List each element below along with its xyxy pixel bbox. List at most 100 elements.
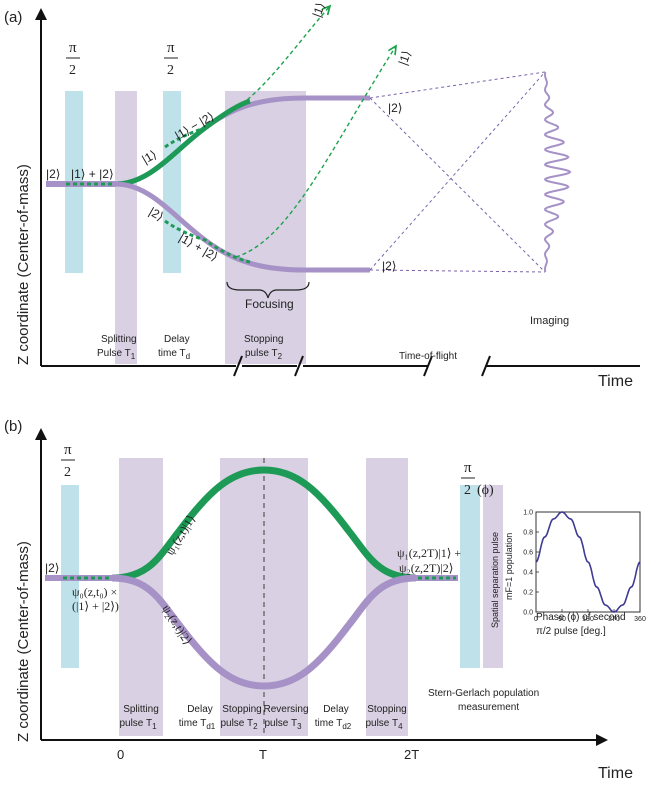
- lower-arm-b: [111, 574, 417, 690]
- psi0-line2: (|1⟩ + |2⟩): [72, 599, 119, 613]
- pi-label-b2-bottom: 2: [464, 483, 471, 498]
- psi0-line1: ψ₀(z,t₀) ×: [72, 585, 117, 599]
- pi-label-a2-top: π: [167, 40, 175, 56]
- y-axis-label-b: Z coordinate (Center-of-mass): [15, 541, 32, 742]
- pulse-label-b-4-line2: pulse T3: [264, 718, 302, 731]
- inset-ytick-label: 0.0: [523, 610, 533, 617]
- pulse-label-b-3-line2: pulse T2: [220, 718, 258, 731]
- psi2-label: ψ₂(z,t)|2⟩: [159, 602, 194, 647]
- imaging-line-3: [369, 71, 546, 271]
- inset-ytick-label: 0.2: [523, 590, 533, 597]
- tick-0: 0: [117, 747, 124, 762]
- pulse-label-b-1-line1: Splitting: [123, 704, 159, 715]
- inset-data-point: [544, 536, 546, 538]
- pulse-label-b-5-line1: Delay: [323, 704, 349, 715]
- spatial-separation-pulse: [483, 485, 503, 668]
- inset-data-point: [596, 586, 598, 588]
- pulse-label-b-4-line1: Reversing: [263, 704, 308, 715]
- tof-label: Time-of-flight: [399, 351, 457, 362]
- lower-arm-green-a: [164, 219, 251, 264]
- stopping-label-a-2: pulse T2: [245, 348, 283, 361]
- ket1-label-a: |1⟩: [140, 147, 160, 166]
- upper-arm-dash-a: [164, 126, 206, 149]
- axis-break-a2: [294, 355, 304, 377]
- stopping-pulse-a: [225, 91, 306, 364]
- tick-2T: 2T: [404, 747, 419, 762]
- axis-break-a3: [423, 355, 433, 377]
- x-axis-label-b: Time: [598, 765, 633, 782]
- stern-gerlach-label-1: Stern-Gerlach population: [428, 688, 539, 699]
- x-axis-arrow-b: [596, 734, 608, 746]
- upper-arm-b: [111, 466, 417, 582]
- ket2-label-b: |2⟩: [45, 561, 59, 575]
- inset-data-point: [578, 536, 580, 538]
- inset-data-point: [639, 561, 641, 563]
- pi-label-a1-top: π: [69, 40, 77, 56]
- inset-xtick-label: 180: [582, 616, 594, 623]
- axis-break-a1: [233, 355, 243, 377]
- inset-xtick-label: 90: [558, 616, 566, 623]
- y-axis-arrow-b: [35, 428, 47, 440]
- inset-ytick-label: 1.0: [523, 510, 533, 517]
- imaging-line-4: [369, 269, 546, 273]
- pi2-pulse-a2: [163, 91, 181, 273]
- escape-ket1-label-1: |1⟩: [310, 1, 328, 19]
- inset-data-point: [604, 604, 606, 606]
- inset-points: [535, 511, 641, 613]
- inset-data-point: [552, 518, 554, 520]
- y-axis-label-a: Z coordinate (Center-of-mass): [15, 164, 32, 365]
- escape-ket1-label-2: |1⟩: [396, 49, 414, 67]
- ket2-label-a: |2⟩: [46, 167, 60, 181]
- inset-data-point: [613, 611, 615, 613]
- imaging-line-2: [369, 97, 546, 273]
- delay-label-a-1: Delay: [164, 334, 190, 345]
- inset-xtick-label: 0: [534, 616, 538, 623]
- focusing-label: Focusing: [245, 297, 294, 311]
- pi-label-a1-bottom: 2: [69, 63, 76, 78]
- splitting-pulse-a: [115, 91, 137, 364]
- inset-data-point: [630, 586, 632, 588]
- inset-chart: 0.0 0.2 0.4 0.6 0.8 1.0 0 90 180 270 360: [523, 510, 646, 624]
- tick-T: T: [259, 747, 267, 762]
- psi1-label: ψ₁(z,t)|1⟩: [163, 512, 198, 557]
- inset-ytick-label: 0.8: [523, 530, 533, 537]
- final-state-line2: ψ₂(z,2T)|2⟩: [399, 561, 453, 575]
- inset-data-point: [622, 604, 624, 606]
- pulse-label-b-2-line2: time Td1: [179, 718, 216, 731]
- interference-fringes: [543, 71, 572, 273]
- focusing-brace: [226, 281, 310, 299]
- inset-data-point: [561, 511, 563, 513]
- delay-label-a-2: time Td: [158, 348, 190, 361]
- out-ket2-bottom-a: |2⟩: [382, 259, 396, 273]
- x-axis-label-a: Time: [598, 373, 633, 390]
- stern-gerlach-label-2: measurement: [458, 702, 519, 713]
- splitting-label-a-2: Pulse T1: [97, 348, 136, 361]
- panel-a-label: (a): [4, 9, 22, 26]
- imaging-line-1: [369, 71, 546, 99]
- y-axis-arrow-a: [35, 8, 47, 20]
- inset-data-point: [587, 561, 589, 563]
- pi-phase-label: (ϕ): [477, 483, 494, 498]
- inset-xlabel-2: π/2 pulse [deg.]: [536, 626, 606, 637]
- inset-data-point: [535, 561, 537, 563]
- escape-path-a1: [235, 6, 330, 109]
- pulse-label-b-6-line2: pulse T4: [365, 718, 403, 731]
- stopping-label-a-1: Stopping: [244, 334, 283, 345]
- superposition-label-a: |1⟩ + |2⟩: [71, 167, 114, 181]
- inset-xtick-label: 360: [634, 616, 646, 623]
- pulse-label-b-3-line1: Stopping: [222, 704, 261, 715]
- pi-label-a2-bottom: 2: [167, 63, 174, 78]
- inset-ytick-label: 0.4: [523, 570, 533, 577]
- ket2-lower-label-a: |2⟩: [147, 204, 167, 223]
- pi-label-b2-top: π: [464, 460, 472, 476]
- pi-label-b1-top: π: [64, 442, 72, 458]
- imaging-label: Imaging: [530, 315, 569, 327]
- inset-ylabel: mF=1 population: [504, 533, 514, 600]
- splitting-label-a-1: Splitting: [101, 334, 137, 345]
- spatial-separation-label: Spatial separation pulse: [490, 532, 500, 628]
- pulse-label-b-1-line2: pulse T1: [119, 718, 157, 731]
- inset-xlabel-1: Phase (ϕ) of second: [536, 612, 626, 623]
- escape-path-a2: [235, 46, 396, 258]
